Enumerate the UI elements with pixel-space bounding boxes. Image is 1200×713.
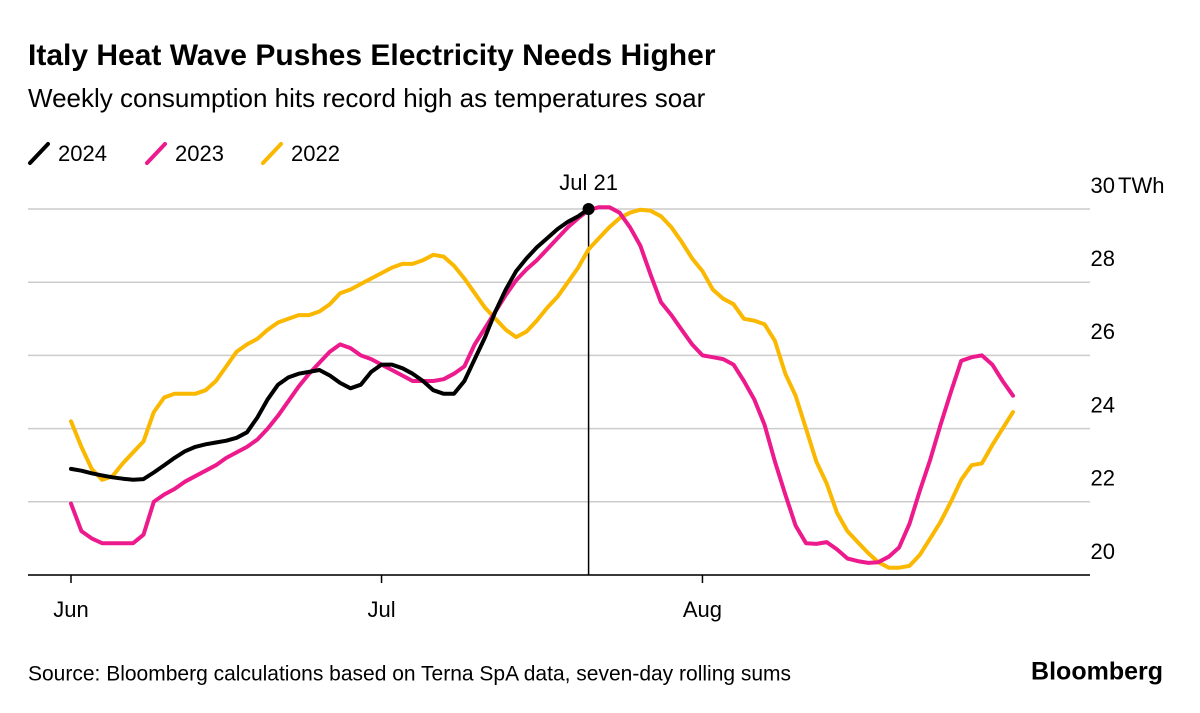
annotation-dot	[582, 203, 595, 215]
y-tick-label: 30	[1091, 173, 1115, 198]
legend-label: 2023	[175, 141, 224, 166]
x-tick-label: Aug	[683, 597, 722, 622]
y-tick-label: 26	[1091, 319, 1115, 344]
y-tick-label: 24	[1091, 392, 1115, 417]
brand: Bloomberg	[1031, 658, 1163, 686]
y-unit: TWh	[1118, 173, 1164, 198]
x-tick-label: Jun	[53, 597, 88, 622]
y-tick-label: 28	[1091, 246, 1115, 271]
legend-label: 2024	[58, 141, 107, 166]
x-tick-label: Jul	[367, 597, 395, 622]
series-line	[69, 207, 1015, 570]
legend-swatch	[28, 142, 50, 165]
annotation: Jul 21	[559, 170, 618, 195]
y-tick-label: 20	[1091, 539, 1115, 564]
source: Source: Bloomberg calculations based on …	[28, 663, 791, 686]
series-line	[69, 207, 591, 482]
chart-title: Italy Heat Wave Pushes Electricity Needs…	[28, 39, 716, 72]
chart-subtitle: Weekly consumption hits record high as t…	[28, 83, 706, 113]
series-line	[69, 205, 1015, 565]
legend-swatch	[261, 142, 283, 165]
y-tick-label: 22	[1091, 466, 1115, 491]
legend-swatch	[145, 142, 167, 165]
legend-label: 2022	[291, 141, 340, 166]
